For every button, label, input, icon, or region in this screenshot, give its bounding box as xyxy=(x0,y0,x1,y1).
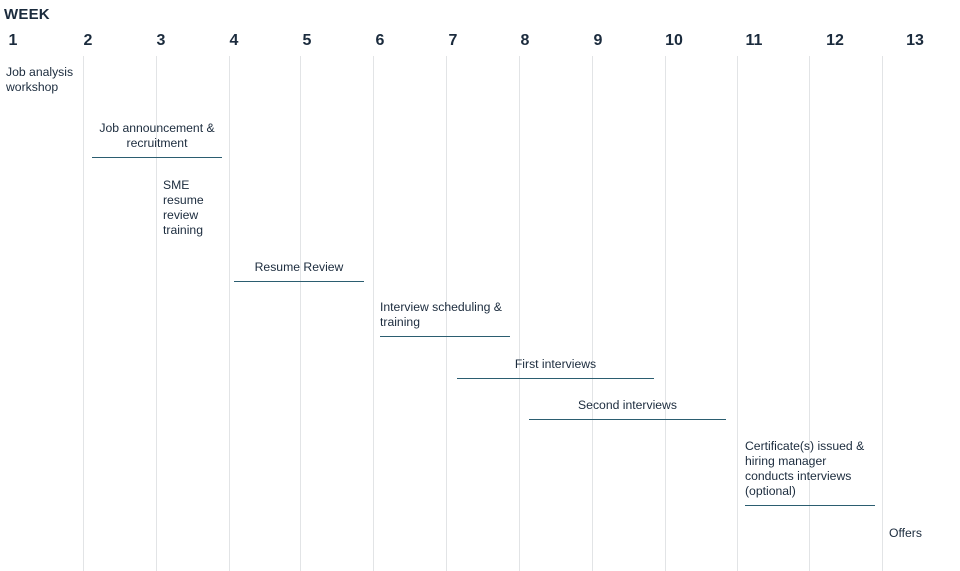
week-label-7: 7 xyxy=(448,32,458,49)
task-first-interviews: First interviews xyxy=(457,357,654,379)
grid-line xyxy=(519,56,520,571)
grid-line xyxy=(229,56,230,571)
grid-line xyxy=(809,56,810,571)
task-offers: Offers xyxy=(889,526,922,540)
task-second-interviews: Second interviews xyxy=(529,398,726,420)
grid-line xyxy=(156,56,157,571)
task-job-announcement-recruitment: Job announcement & recruitment xyxy=(92,121,222,158)
week-label-13: 13 xyxy=(906,32,924,49)
grid-line xyxy=(592,56,593,571)
week-label-5: 5 xyxy=(302,32,312,49)
week-label-10: 10 xyxy=(665,32,683,49)
task-certificates-hiring-manager-interviews: Certificate(s) issued & hiring manager c… xyxy=(745,439,875,506)
week-label-12: 12 xyxy=(826,32,844,49)
grid-line xyxy=(446,56,447,571)
task-resume-review: Resume Review xyxy=(234,260,364,282)
week-label-9: 9 xyxy=(593,32,603,49)
week-axis-title: WEEK xyxy=(4,6,50,23)
grid-line xyxy=(882,56,883,571)
grid-line xyxy=(300,56,301,571)
week-label-6: 6 xyxy=(375,32,385,49)
week-label-3: 3 xyxy=(156,32,166,49)
week-label-2: 2 xyxy=(83,32,93,49)
week-label-4: 4 xyxy=(229,32,239,49)
grid-line xyxy=(373,56,374,571)
task-interview-scheduling-training: Interview scheduling & training xyxy=(380,300,510,337)
grid-line xyxy=(665,56,666,571)
week-label-1: 1 xyxy=(8,32,18,49)
grid-line xyxy=(83,56,84,571)
grid-line xyxy=(737,56,738,571)
task-sme-resume-review-training: SME resume review training xyxy=(163,178,204,237)
week-label-11: 11 xyxy=(745,32,763,49)
task-job-analysis-workshop: Job analysis workshop xyxy=(6,65,74,94)
week-label-8: 8 xyxy=(520,32,530,49)
